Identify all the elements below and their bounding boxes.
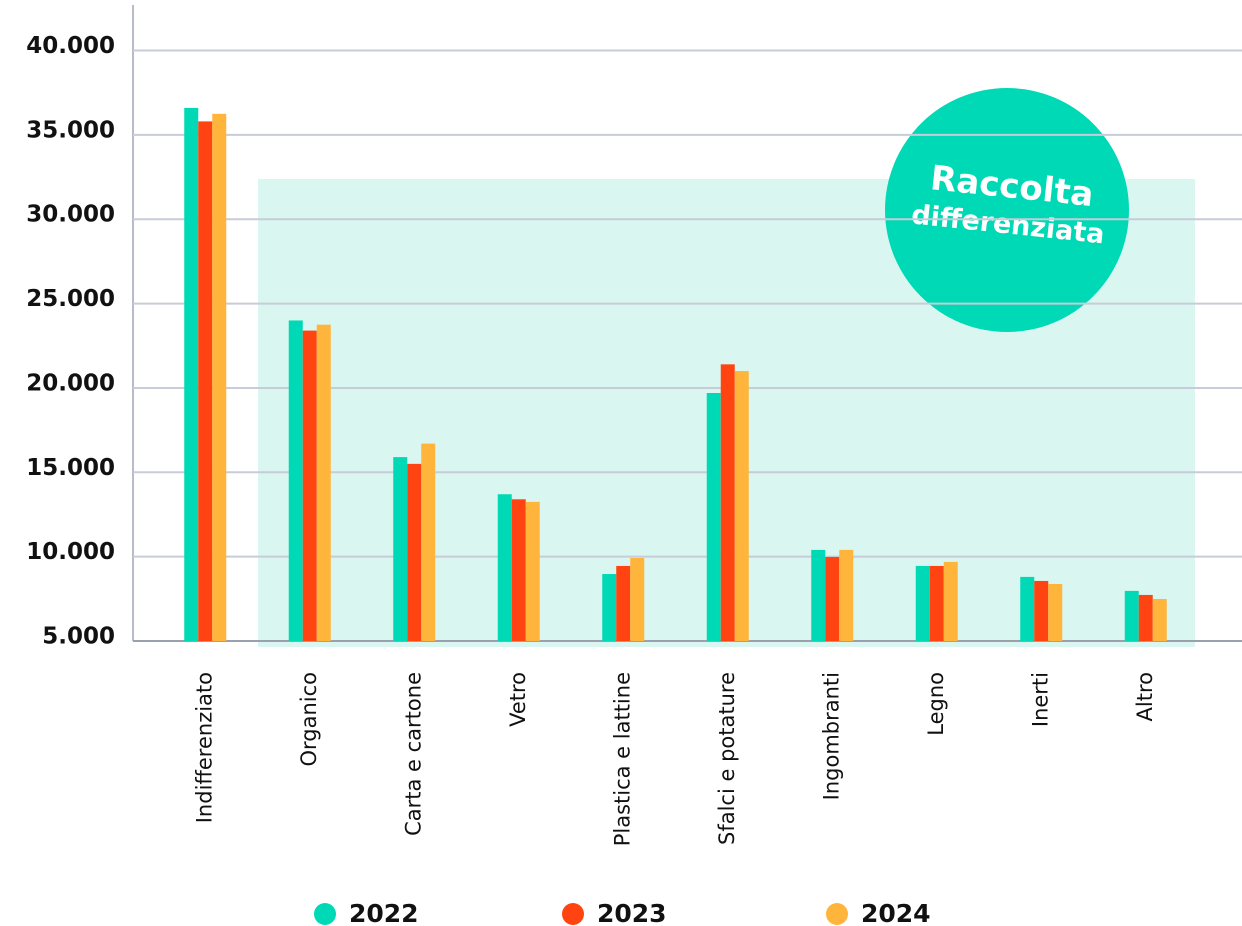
legend-swatch (826, 903, 848, 925)
bar (734, 371, 749, 641)
y-tick-label: 15.000 (26, 455, 115, 481)
legend-swatch (562, 903, 584, 925)
bar (184, 107, 199, 641)
legend-swatch (314, 903, 336, 925)
bar (288, 320, 303, 641)
bar (1138, 594, 1153, 641)
y-tick-label: 30.000 (26, 202, 115, 228)
bar (407, 463, 422, 641)
bar (212, 113, 227, 642)
bar (1152, 598, 1167, 641)
x-tick-label: Sfalci e potature (715, 672, 739, 845)
bar (1048, 583, 1063, 641)
bar (811, 549, 826, 641)
bar (1020, 576, 1035, 641)
y-tick-label: 20.000 (26, 370, 115, 396)
bar (198, 121, 213, 641)
bar (929, 565, 944, 641)
bar (393, 457, 408, 641)
x-tick-label: Carta e cartone (401, 672, 425, 836)
y-tick-label: 10.000 (26, 539, 115, 565)
x-tick-label: Inerti (1028, 672, 1052, 727)
bar (915, 565, 930, 641)
bar (302, 330, 317, 641)
y-tick-label: 25.000 (26, 286, 115, 312)
x-tick-label: Vetro (506, 672, 530, 727)
bar (616, 565, 631, 641)
x-tick-label: Altro (1133, 672, 1157, 721)
bar (1124, 590, 1139, 641)
legend-label: 2023 (597, 899, 667, 926)
bar (825, 556, 840, 641)
annotation-badge (885, 88, 1129, 332)
x-tick-label: Ingombranti (819, 672, 843, 800)
bar (1034, 580, 1049, 641)
x-tick-label: Plastica e lattine (610, 672, 634, 846)
y-tick-label: 35.000 (26, 117, 115, 143)
bar (943, 561, 958, 641)
bar (706, 393, 721, 641)
bar (602, 574, 617, 641)
y-tick-label: 5.000 (42, 624, 115, 650)
bar (497, 494, 512, 641)
x-tick-label: Organico (297, 672, 321, 767)
legend-label: 2022 (349, 899, 419, 926)
bar (316, 324, 331, 641)
x-tick-label: Indifferenziato (192, 672, 216, 823)
y-tick-label: 40.000 (26, 33, 115, 59)
bar (839, 549, 854, 641)
bar (525, 501, 540, 641)
x-tick-label: Legno (924, 672, 948, 736)
bar (421, 443, 436, 641)
bar (720, 364, 735, 641)
bar (511, 499, 526, 641)
bar (630, 557, 645, 641)
legend-label: 2024 (861, 899, 931, 926)
